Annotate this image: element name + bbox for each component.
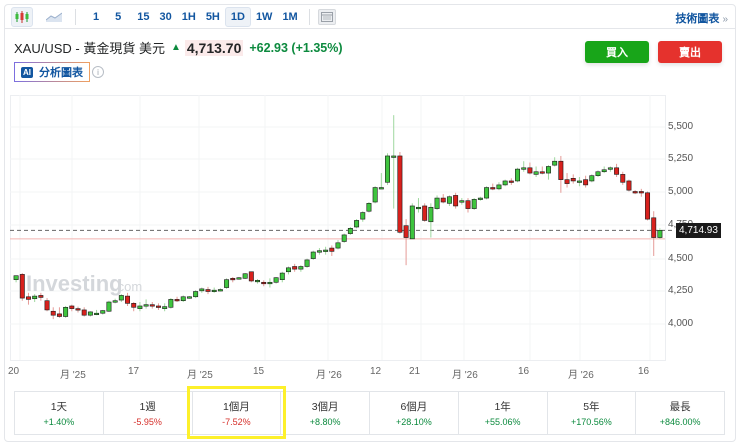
period-3[interactable]: 3個月 +8.80% bbox=[281, 392, 370, 434]
x-tick: 月 '26 bbox=[568, 370, 594, 381]
period-5[interactable]: 1年 +55.06% bbox=[459, 392, 548, 434]
period-7[interactable]: 最長 +846.00% bbox=[636, 392, 724, 434]
x-tick: 月 '26 bbox=[316, 370, 342, 381]
candlestick-chart-icon[interactable] bbox=[11, 6, 33, 27]
y-tick: 4,000 bbox=[668, 318, 694, 329]
x-tick: 12 bbox=[370, 366, 382, 377]
period-label: 1天 bbox=[50, 401, 68, 413]
x-tick: 16 bbox=[518, 366, 530, 377]
technical-chart-link[interactable]: 技術圖表» bbox=[675, 10, 728, 26]
period-1[interactable]: 1週 -5.95% bbox=[104, 392, 193, 434]
timeframe-1[interactable]: 1 bbox=[93, 10, 100, 23]
x-tick: 月 '26 bbox=[452, 370, 478, 381]
candlestick-chart[interactable]: Investing.com bbox=[10, 95, 730, 385]
x-tick: 20 bbox=[8, 366, 20, 377]
svg-text:Investing: Investing bbox=[26, 271, 123, 296]
x-tick: 月 '25 bbox=[60, 370, 86, 381]
period-label: 1年 bbox=[494, 401, 511, 413]
y-tick: 5,500 bbox=[668, 121, 694, 132]
timeframe-5[interactable]: 5 bbox=[115, 10, 122, 23]
period-0[interactable]: 1天 +1.40% bbox=[15, 392, 104, 434]
performance-periods: 1天 +1.40% 1週 -5.95% 1個月 -7.52% 3個月 +8.80% 6個月 +28… bbox=[14, 391, 725, 435]
timeframe-1w[interactable]: 1W bbox=[255, 10, 273, 23]
period-label: 1個月 bbox=[222, 401, 250, 413]
area-chart-icon[interactable] bbox=[43, 7, 65, 27]
timeframe-1h[interactable]: 1H bbox=[181, 10, 196, 23]
x-tick: 21 bbox=[409, 366, 421, 377]
period-6[interactable]: 5年 +170.56% bbox=[548, 392, 637, 434]
svg-text:.com: .com bbox=[114, 279, 142, 294]
layout-icon[interactable] bbox=[317, 8, 336, 25]
last-price-label: 4,714.93 bbox=[676, 223, 721, 238]
double-chevron-right-icon: » bbox=[722, 14, 728, 25]
price-change: +62.93 (+1.35%) bbox=[249, 40, 343, 55]
timeframe-15[interactable]: 15 bbox=[137, 10, 150, 23]
period-label: 3個月 bbox=[311, 401, 339, 413]
toolbar-divider bbox=[308, 8, 310, 25]
period-change: -5.95% bbox=[133, 417, 162, 427]
current-price: 4,713.70 bbox=[184, 39, 244, 56]
period-change: -7.52% bbox=[222, 417, 251, 427]
ai-icon: AI bbox=[21, 66, 33, 78]
x-tick: 16 bbox=[638, 366, 650, 377]
x-tick: 月 '25 bbox=[187, 370, 213, 381]
period-change: +55.06% bbox=[484, 417, 521, 427]
ai-analyze-chart-button[interactable]: AI 分析圖表 bbox=[14, 62, 90, 82]
instrument-header: XAU/USD - 黃金現貨 美元 ▲ 4,713.70 +62.93 (+1.… bbox=[14, 38, 343, 57]
widget-frame bbox=[4, 4, 736, 442]
timeframe-1d[interactable]: 1D bbox=[224, 6, 251, 27]
info-icon[interactable]: i bbox=[92, 66, 104, 78]
y-tick: 5,250 bbox=[668, 153, 694, 164]
timeframe-30[interactable]: 30 bbox=[159, 10, 172, 23]
period-change: +170.56% bbox=[570, 417, 612, 427]
period-label: 1週 bbox=[139, 401, 156, 413]
sell-button[interactable]: 賣出 bbox=[658, 41, 722, 63]
period-label: 最長 bbox=[669, 401, 691, 413]
y-tick: 4,500 bbox=[668, 253, 694, 264]
period-change: +8.80% bbox=[309, 417, 341, 427]
period-2[interactable]: 1個月 -7.52% bbox=[193, 392, 282, 434]
period-4[interactable]: 6個月 +28.10% bbox=[370, 392, 459, 434]
period-label: 5年 bbox=[583, 401, 600, 413]
up-arrow-icon: ▲ bbox=[170, 42, 181, 53]
timeframe-5h[interactable]: 5H bbox=[205, 10, 220, 23]
buy-button[interactable]: 買入 bbox=[585, 41, 649, 63]
y-tick: 4,250 bbox=[668, 285, 694, 296]
x-tick: 15 bbox=[253, 366, 265, 377]
period-label: 6個月 bbox=[400, 401, 428, 413]
period-change: +28.10% bbox=[395, 417, 432, 427]
toolbar-divider bbox=[75, 8, 76, 25]
y-tick: 5,000 bbox=[668, 186, 694, 197]
ai-analyze-label: 分析圖表 bbox=[39, 67, 83, 79]
instrument-name: XAU/USD - 黃金現貨 美元 bbox=[14, 41, 165, 56]
timeframe-1m[interactable]: 1M bbox=[282, 10, 298, 23]
technical-chart-label: 技術圖表 bbox=[675, 13, 720, 25]
x-tick: 17 bbox=[128, 366, 140, 377]
period-change: +846.00% bbox=[659, 417, 701, 427]
chart-toolbar: 1 5 15 30 1H 5H 1D 1W 1M bbox=[5, 5, 735, 29]
period-change: +1.40% bbox=[43, 417, 75, 427]
